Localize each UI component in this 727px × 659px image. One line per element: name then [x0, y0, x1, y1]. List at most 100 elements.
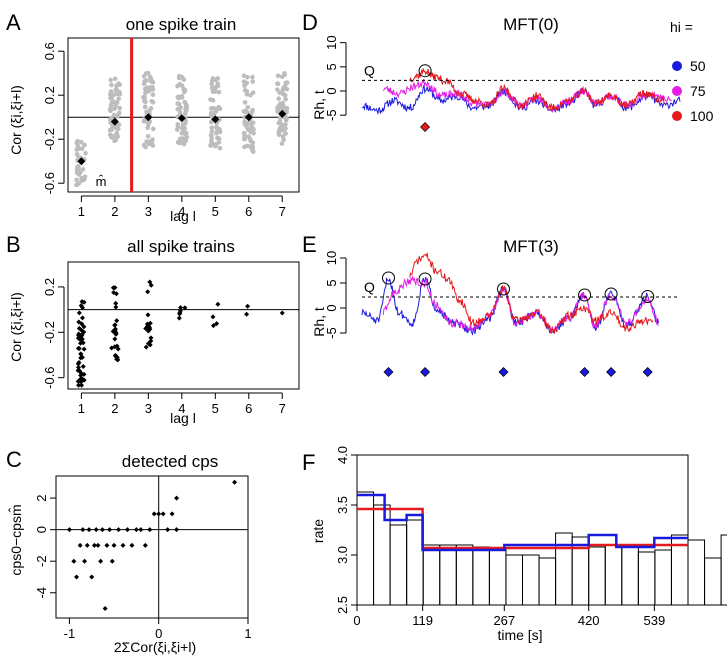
data-point — [108, 128, 113, 133]
x-tick-label: 5 — [212, 204, 219, 219]
data-point — [143, 543, 148, 548]
y-axis-label: Cor (ξi,ξi+l) — [8, 292, 24, 362]
data-point — [180, 126, 185, 131]
data-point — [250, 75, 255, 80]
data-point — [134, 527, 139, 532]
data-point — [244, 125, 249, 130]
data-point — [183, 121, 188, 126]
threshold-label: Q — [364, 62, 375, 78]
y-tick-label: 3.0 — [335, 546, 350, 564]
x-tick-label: 3 — [145, 401, 152, 416]
x-tick-label: 0 — [353, 613, 360, 628]
histogram-bar — [622, 545, 639, 605]
data-point — [117, 111, 122, 116]
data-point — [170, 511, 175, 516]
y-axis-label: Rh, t — [311, 307, 327, 337]
data-point — [276, 82, 281, 87]
data-point — [213, 144, 218, 149]
data-point — [103, 606, 108, 611]
y-tick-label: 4.0 — [335, 446, 350, 464]
data-point — [283, 97, 288, 102]
data-point — [109, 135, 114, 140]
y-tick-label: 10 — [324, 35, 339, 49]
legend-swatch-75 — [672, 86, 682, 96]
data-point — [151, 143, 156, 148]
x-tick-label: 119 — [412, 613, 433, 628]
data-point — [184, 131, 189, 136]
data-point — [142, 94, 147, 99]
data-point — [250, 125, 255, 130]
data-point — [165, 527, 170, 532]
data-point — [145, 289, 150, 294]
legend: hi = 50 75 100 — [670, 19, 714, 124]
data-point — [108, 108, 113, 113]
panel-letter: C — [6, 447, 22, 472]
histogram-bar — [638, 552, 655, 605]
x-tick-label: 6 — [245, 401, 252, 416]
data-point — [284, 118, 289, 123]
data-point — [251, 90, 256, 95]
panel-title: detected cps — [122, 452, 218, 471]
y-axis-label: Rh, t — [311, 90, 327, 120]
data-point — [211, 98, 216, 103]
data-point — [144, 78, 149, 83]
data-point — [251, 149, 256, 154]
x-tick-label: 3 — [145, 204, 152, 219]
y-tick-label: -0.6 — [42, 366, 57, 388]
x-tick-label: 7 — [279, 401, 286, 416]
data-point — [281, 92, 286, 97]
data-point — [82, 559, 87, 564]
y-tick-label: 0.6 — [42, 42, 57, 60]
data-point — [245, 304, 250, 309]
data-point — [145, 312, 150, 317]
data-point — [242, 134, 247, 139]
x-axis-label: time [s] — [497, 627, 542, 643]
data-point — [244, 81, 249, 86]
data-point — [216, 105, 221, 110]
histogram-bar — [655, 550, 672, 605]
data-point — [115, 92, 120, 97]
legend-label: 75 — [690, 83, 706, 99]
y-tick-label: 0.2 — [42, 86, 57, 104]
legend-swatch-50 — [672, 61, 682, 71]
panel-letter: A — [6, 10, 21, 35]
data-point — [161, 511, 166, 516]
data-point — [218, 146, 223, 151]
data-point — [95, 543, 100, 548]
data-point — [112, 543, 117, 548]
histogram-bar — [440, 545, 457, 605]
histogram-bar — [523, 555, 540, 605]
panel-title: one spike train — [126, 15, 237, 34]
data-point — [138, 527, 143, 532]
panel-e: E MFT(3) Q -50510 Rh, t — [302, 232, 680, 377]
panel-title: MFT(3) — [503, 237, 559, 256]
data-point — [175, 122, 180, 127]
legend-label: 50 — [690, 58, 706, 74]
data-point — [85, 543, 90, 548]
data-point — [75, 152, 80, 157]
y-tick-label: 0.2 — [42, 278, 57, 296]
data-point — [109, 96, 114, 101]
data-point — [280, 311, 285, 316]
series-line-100 — [410, 253, 653, 334]
data-point — [109, 83, 114, 88]
data-point — [77, 310, 82, 315]
data-point — [282, 71, 287, 76]
data-point — [104, 543, 109, 548]
panel-f: F 0 119 267 420 539 2.5 3.0 3.5 4.0 time [s] ra… — [302, 446, 727, 643]
data-point — [83, 174, 88, 179]
data-point — [110, 559, 115, 564]
histogram-bar — [390, 525, 407, 605]
data-point — [278, 126, 283, 131]
data-point — [276, 96, 281, 101]
data-point — [250, 79, 255, 84]
y-tick-label: 2.5 — [335, 596, 350, 614]
m-hat-annotation: m̂ — [96, 174, 107, 189]
data-point — [182, 142, 187, 147]
data-point — [209, 133, 214, 138]
y-tick-label: -0.6 — [42, 172, 57, 194]
y-tick-label: 0 — [34, 526, 49, 533]
panel-title: all spike trains — [127, 237, 235, 256]
data-point — [183, 111, 188, 116]
data-point — [143, 105, 148, 110]
